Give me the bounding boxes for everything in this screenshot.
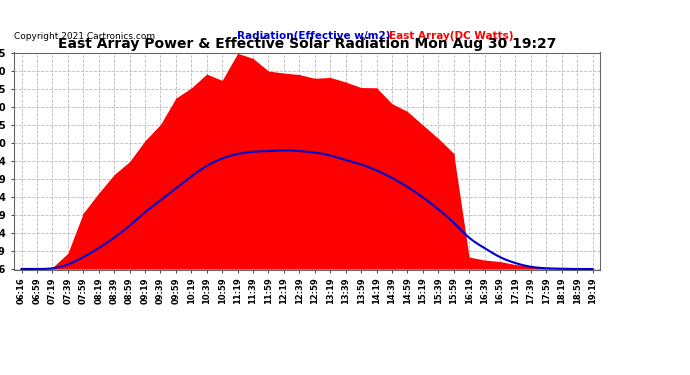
Title: East Array Power & Effective Solar Radiation Mon Aug 30 19:27: East Array Power & Effective Solar Radia…: [58, 38, 556, 51]
Text: Radiation(Effective w/m2): Radiation(Effective w/m2): [237, 30, 390, 40]
Text: Copyright 2021 Cartronics.com: Copyright 2021 Cartronics.com: [14, 32, 155, 40]
Text: East Array(DC Watts): East Array(DC Watts): [389, 30, 513, 40]
